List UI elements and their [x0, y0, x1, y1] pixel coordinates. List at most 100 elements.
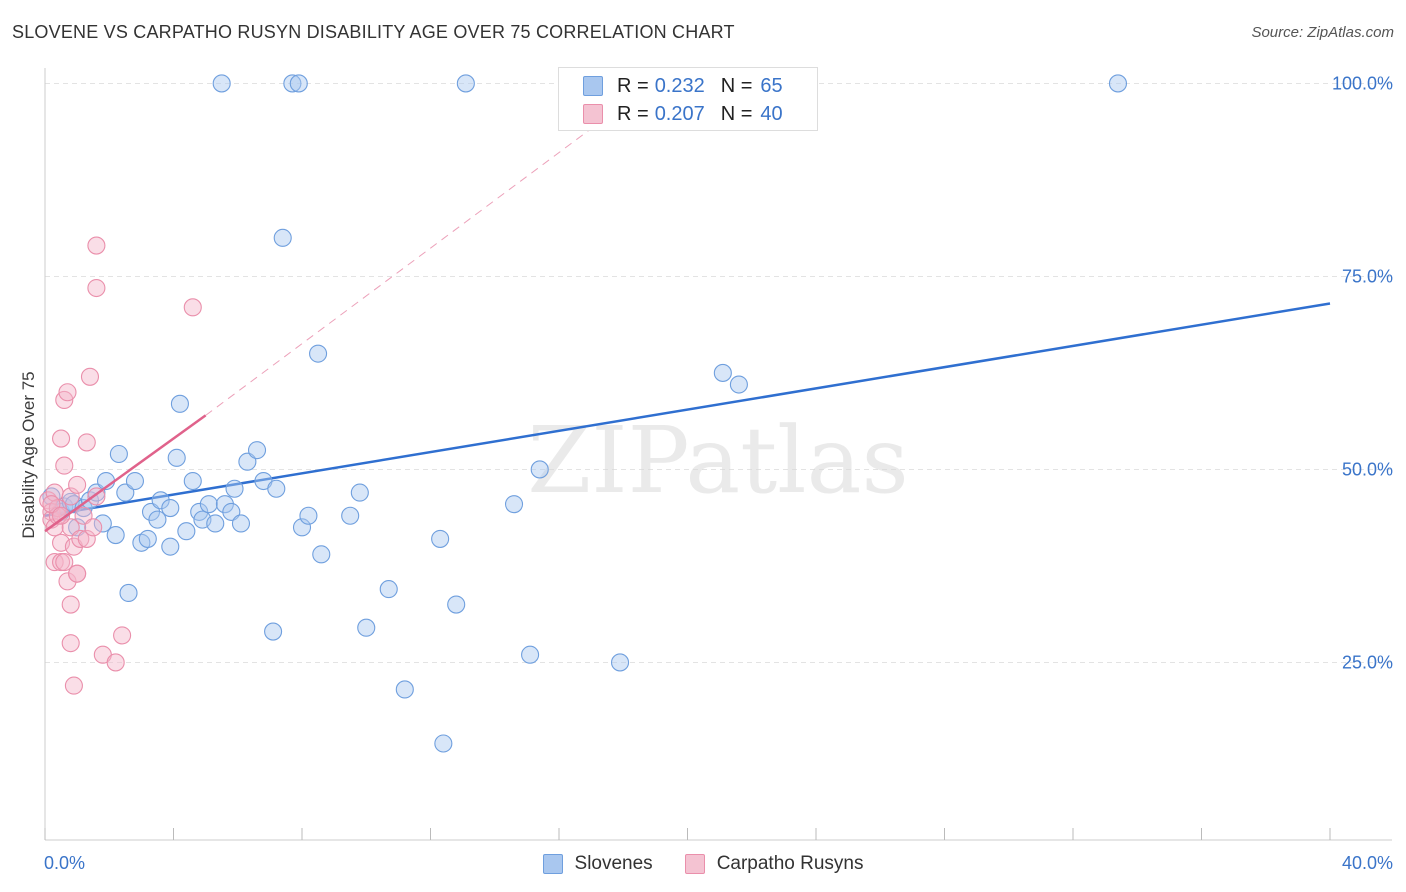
y-axis-label: Disability Age Over 75 [19, 371, 38, 538]
trend-lines [44, 113, 1331, 517]
point-slovenes-62 [289, 74, 308, 93]
y-tick-label-25: 25.0% [1342, 652, 1393, 672]
legend-item-slovenes[interactable]: Slovenes [542, 853, 653, 875]
x-tick-label-max: 40.0% [1342, 853, 1393, 873]
legend-label-rusyns: Carpatho Rusyns [716, 853, 864, 874]
point-rusyns-13 [55, 553, 74, 572]
point-slovenes-15 [119, 583, 138, 603]
series-legend: Slovenes Carpatho Rusyns [0, 852, 1406, 876]
point-slovenes-45 [312, 545, 331, 564]
point-rusyns-15 [58, 383, 77, 402]
n-value: 40 [760, 102, 783, 125]
point-rusyns-20 [64, 676, 83, 695]
point-slovenes-6 [68, 518, 87, 537]
point-slovenes-30 [199, 495, 218, 514]
stats-row-rusyns: R = 0.207 N = 40 [583, 101, 783, 127]
point-slovenes-34 [225, 479, 244, 498]
watermark: ZIPatlas [527, 407, 908, 514]
point-slovenes-51 [431, 529, 450, 548]
point-slovenes-27 [183, 471, 202, 491]
point-rusyns-36 [113, 626, 132, 645]
point-rusyns-38 [42, 495, 61, 514]
trend-line-rusyns-extension [205, 113, 611, 416]
point-rusyns-30 [84, 518, 103, 537]
point-rusyns-25 [71, 529, 90, 548]
stats-row-slovenes: R = 0.232 N = 65 [583, 73, 783, 99]
slovenes-swatch [583, 76, 603, 96]
point-rusyns-39 [52, 506, 71, 525]
y-tick-label-75: 75.0% [1342, 266, 1393, 286]
n-label: N = [720, 102, 753, 125]
n-value: 65 [760, 74, 783, 97]
point-slovenes-58 [713, 363, 732, 382]
stats-legend: R = 0.232 N = 65 R = 0.207 N = 40 [558, 67, 818, 131]
point-rusyns-35 [106, 653, 125, 672]
point-rusyns-32 [87, 278, 106, 298]
point-slovenes-59 [729, 375, 748, 394]
point-slovenes-43 [299, 506, 318, 525]
trend-line-slovenes [44, 302, 1331, 517]
point-slovenes-18 [138, 529, 157, 548]
point-slovenes-47 [350, 483, 369, 502]
point-slovenes-12 [106, 526, 125, 545]
point-slovenes-26 [177, 522, 196, 541]
point-slovenes-50 [395, 680, 414, 699]
point-slovenes-40 [267, 479, 286, 498]
point-slovenes-14 [116, 483, 135, 502]
point-slovenes-33 [222, 502, 241, 521]
point-rusyns-37 [183, 298, 202, 317]
point-slovenes-22 [161, 498, 180, 518]
data-points [39, 74, 1128, 753]
point-slovenes-48 [357, 618, 376, 637]
point-slovenes-41 [273, 228, 292, 247]
point-rusyns-26 [74, 506, 93, 525]
point-slovenes-25 [170, 394, 189, 413]
point-slovenes-20 [148, 510, 167, 529]
y-tick-label-100: 100.0% [1332, 73, 1393, 93]
point-slovenes-16 [125, 471, 144, 491]
point-rusyns-16 [61, 487, 80, 506]
point-slovenes-63 [456, 74, 475, 93]
point-slovenes-56 [530, 460, 549, 479]
point-rusyns-4 [45, 518, 64, 537]
point-slovenes-39 [264, 622, 283, 641]
point-slovenes-53 [447, 595, 466, 614]
point-rusyns-24 [68, 564, 87, 583]
point-rusyns-10 [52, 429, 71, 448]
rusyns-swatch [583, 104, 603, 124]
x-tick-label-min: 0.0% [44, 853, 85, 873]
r-value: 0.207 [654, 102, 705, 125]
rusyns-legend-swatch [684, 854, 705, 874]
point-rusyns-19 [61, 634, 80, 653]
point-slovenes-31 [206, 514, 225, 533]
point-slovenes-49 [379, 580, 398, 599]
point-slovenes-60 [212, 74, 231, 93]
legend-item-rusyns[interactable]: Carpatho Rusyns [684, 853, 864, 875]
axes: 0.0% 40.0% [44, 68, 1393, 873]
r-label: R = [617, 102, 649, 125]
point-slovenes-13 [109, 444, 128, 464]
point-slovenes-46 [341, 506, 360, 525]
point-slovenes-10 [93, 514, 112, 533]
point-rusyns-17 [61, 518, 80, 537]
point-slovenes-24 [167, 448, 186, 467]
point-slovenes-54 [504, 495, 524, 514]
point-slovenes-44 [309, 344, 328, 363]
legend-label-slovenes: Slovenes [574, 853, 653, 874]
point-slovenes-52 [434, 734, 453, 753]
r-label: R = [617, 74, 649, 97]
axis-labels: Disability Age Over 75 [19, 371, 38, 538]
point-slovenes-55 [521, 645, 540, 664]
point-rusyns-5 [45, 553, 64, 572]
point-slovenes-35 [231, 514, 251, 533]
point-rusyns-23 [68, 475, 87, 494]
grid-lines: 25.0% 50.0% 75.0% 100.0% [45, 73, 1393, 672]
point-slovenes-42 [292, 518, 312, 537]
point-rusyns-28 [77, 529, 96, 548]
n-label: N = [720, 74, 753, 97]
point-slovenes-21 [151, 491, 170, 510]
trend-line-rusyns [44, 414, 207, 533]
point-slovenes-64 [1108, 74, 1128, 93]
r-value: 0.232 [654, 74, 705, 97]
